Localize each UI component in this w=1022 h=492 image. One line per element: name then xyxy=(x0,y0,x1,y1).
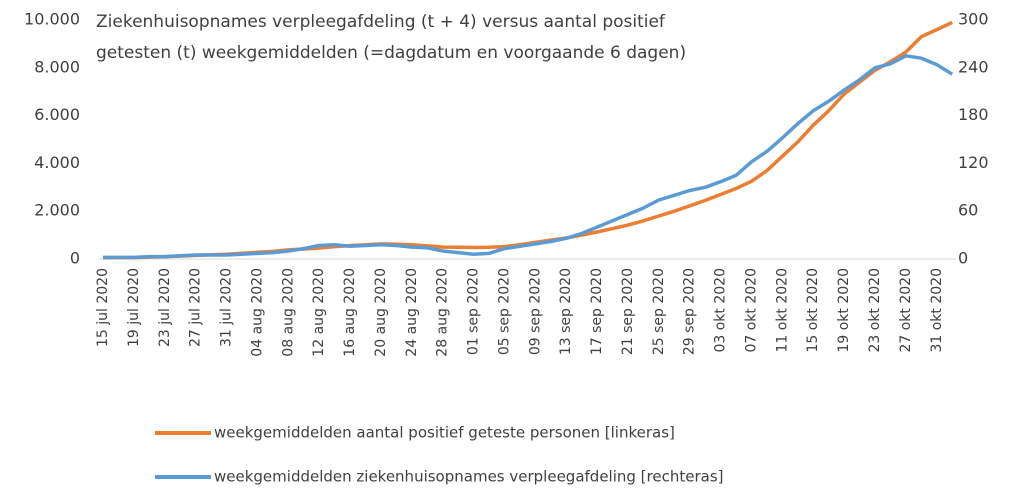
x-tick-label: 21 sep 2020 xyxy=(620,268,636,355)
x-tick-label: 15 jul 2020 xyxy=(95,268,111,347)
series-line xyxy=(103,54,954,260)
x-tick-label: 16 aug 2020 xyxy=(342,268,358,357)
y-tick-label: 6.000 xyxy=(34,105,80,124)
y-tick-label: 4.000 xyxy=(34,153,80,172)
y-tick-label: 0 xyxy=(70,249,80,268)
x-tick-label: 24 aug 2020 xyxy=(404,268,420,357)
x-tick-label: 13 sep 2020 xyxy=(558,268,574,355)
x-tick-label: 27 okt 2020 xyxy=(898,268,914,353)
x-tick-label: 05 sep 2020 xyxy=(496,268,512,355)
y2-tick-label: 0 xyxy=(958,249,968,268)
y-tick-label: 10.000 xyxy=(24,10,80,29)
x-tick-label: 01 sep 2020 xyxy=(466,268,482,355)
y2-tick-label: 300 xyxy=(958,10,989,29)
x-tick-label: 19 okt 2020 xyxy=(836,268,852,353)
x-tick-label: 29 sep 2020 xyxy=(682,268,698,355)
y-tick-label: 8.000 xyxy=(34,57,80,76)
chart-title: Ziekenhuisopnames verpleegafdeling (t + … xyxy=(96,12,666,32)
x-tick-label: 28 aug 2020 xyxy=(435,268,451,357)
y2-tick-label: 240 xyxy=(958,57,989,76)
legend-label: weekgemiddelden aantal positief geteste … xyxy=(214,424,675,442)
x-tick-label: 25 sep 2020 xyxy=(651,268,667,355)
y-tick-label: 2.000 xyxy=(34,201,80,220)
x-tick-label: 31 okt 2020 xyxy=(929,268,945,353)
x-tick-label: 23 okt 2020 xyxy=(867,268,883,353)
x-tick-label: 19 jul 2020 xyxy=(126,268,142,347)
legend-label: weekgemiddelden ziekenhuisopnames verple… xyxy=(214,468,723,486)
x-tick-label: 04 aug 2020 xyxy=(249,268,265,357)
x-tick-label: 03 okt 2020 xyxy=(713,268,729,353)
x-tick-label: 09 sep 2020 xyxy=(527,268,543,355)
y2-tick-label: 60 xyxy=(958,201,978,220)
x-tick-label: 23 jul 2020 xyxy=(157,268,173,347)
x-tick-label: 11 okt 2020 xyxy=(774,268,790,353)
x-tick-label: 07 okt 2020 xyxy=(743,268,759,353)
x-tick-label: 27 jul 2020 xyxy=(188,268,204,347)
x-tick-label: 20 aug 2020 xyxy=(373,268,389,357)
y2-tick-label: 120 xyxy=(958,153,989,172)
x-tick-label: 15 okt 2020 xyxy=(805,268,821,353)
x-tick-label: 31 jul 2020 xyxy=(219,268,235,347)
x-tick-label: 12 aug 2020 xyxy=(311,268,327,357)
x-tick-label: 17 sep 2020 xyxy=(589,268,605,355)
chart-title: getesten (t) weekgemiddelden (=dagdatum … xyxy=(96,43,686,63)
x-tick-label: 08 aug 2020 xyxy=(280,268,296,357)
y2-tick-label: 180 xyxy=(958,105,989,124)
